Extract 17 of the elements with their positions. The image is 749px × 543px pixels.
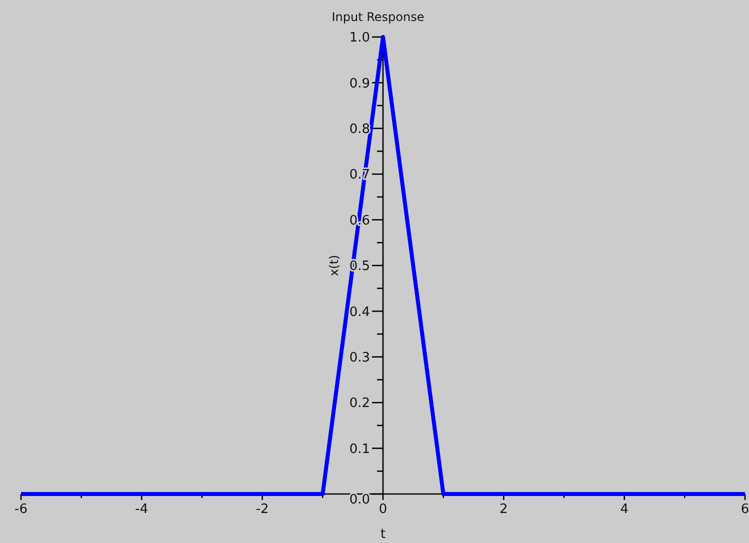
x-axis-title: t [380,527,386,542]
x-tick-label: -6 [14,502,28,517]
chart-title: Input Response [332,10,424,24]
x-tick-label: 2 [500,502,508,517]
y-tick-label: 0.2 [349,396,370,412]
y-tick-label: 0.0 [349,492,370,508]
x-tick-label: 4 [620,502,628,517]
y-tick-label: 1.0 [349,30,370,46]
x-tick-label: -4 [135,502,148,517]
y-tick-label: 0.9 [349,76,370,92]
x-tick-label: 0 [378,502,388,517]
x-tick-label: 6 [740,502,749,517]
y-tick-label: 0.3 [349,350,370,366]
y-axis-title: x(t) [327,254,341,276]
y-tick-label: 0.4 [349,304,370,320]
x-tick-label: -2 [256,502,269,517]
y-tick-label: 0.1 [349,442,370,457]
